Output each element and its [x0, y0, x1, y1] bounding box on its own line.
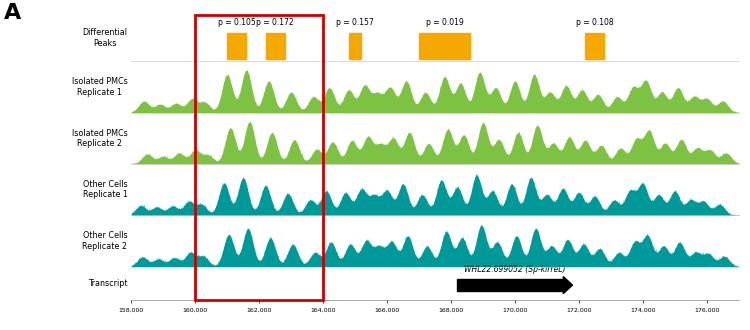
Text: Differential
Peaks: Differential Peaks	[82, 28, 128, 48]
Bar	[419, 33, 470, 59]
Text: p = 0.157: p = 0.157	[336, 18, 374, 27]
Text: WHL22.699052 (Sp-kirreL): WHL22.699052 (Sp-kirreL)	[464, 265, 566, 274]
Text: p = 0.172: p = 0.172	[256, 18, 294, 27]
Text: p = 0.108: p = 0.108	[576, 18, 614, 27]
Text: Transcript: Transcript	[88, 279, 128, 288]
Bar	[458, 279, 563, 291]
Text: p = 0.105: p = 0.105	[218, 18, 256, 27]
Bar	[266, 33, 285, 59]
Text: p = 0.019: p = 0.019	[426, 18, 464, 27]
Text: Isolated PMCs
Replicate 1: Isolated PMCs Replicate 1	[72, 77, 128, 97]
Text: Other Cells
Replicate 1: Other Cells Replicate 1	[82, 180, 128, 199]
Bar	[585, 33, 604, 59]
Bar	[349, 33, 361, 59]
Text: Other Cells
Replicate 2: Other Cells Replicate 2	[82, 231, 128, 251]
Polygon shape	[563, 277, 572, 294]
Text: Isolated PMCs
Replicate 2: Isolated PMCs Replicate 2	[72, 129, 128, 148]
Bar	[227, 33, 246, 59]
Text: A: A	[4, 3, 21, 23]
